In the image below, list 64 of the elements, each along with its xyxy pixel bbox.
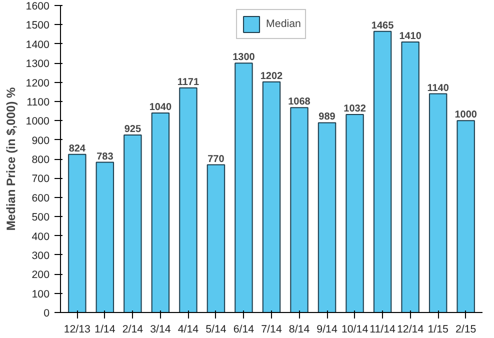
x-tick-label: 1/15 bbox=[428, 324, 449, 336]
data-label: 925 bbox=[124, 124, 142, 136]
y-tick-label: 800 bbox=[32, 154, 50, 166]
x-tick-label: 5/14 bbox=[206, 324, 226, 336]
y-tick-label: 600 bbox=[32, 192, 50, 204]
bar bbox=[401, 41, 420, 312]
y-tick-label: 500 bbox=[32, 212, 50, 224]
y-tick-label: 1100 bbox=[26, 96, 50, 108]
x-tick-label: 12/13 bbox=[64, 324, 91, 336]
x-tick-label: 2/14 bbox=[122, 324, 144, 336]
data-label: 770 bbox=[208, 154, 225, 165]
bar bbox=[179, 87, 198, 312]
bar bbox=[206, 164, 226, 312]
bar bbox=[262, 81, 281, 312]
bar bbox=[346, 114, 364, 312]
y-tick-label: 200 bbox=[32, 269, 50, 282]
data-label: 1000 bbox=[454, 110, 478, 121]
x-tick-label: 12/14 bbox=[396, 324, 424, 336]
data-label: 1465 bbox=[371, 20, 394, 32]
bar bbox=[373, 30, 392, 312]
data-label: 1040 bbox=[149, 102, 172, 113]
y-tick-label: 1500 bbox=[26, 20, 50, 32]
data-label: 1410 bbox=[399, 30, 422, 42]
bar bbox=[456, 120, 475, 312]
y-tick-label: 1400 bbox=[26, 38, 50, 51]
bar bbox=[428, 93, 448, 312]
y-tick-label: 0 bbox=[44, 308, 50, 320]
data-label: 1171 bbox=[177, 76, 200, 88]
data-label: 1202 bbox=[260, 70, 284, 82]
y-tick-label: 1000 bbox=[26, 116, 50, 128]
y-tick-label: 1600 bbox=[26, 0, 50, 12]
x-tick-label: 7/14 bbox=[261, 324, 282, 336]
data-label: 1140 bbox=[427, 82, 450, 94]
bar bbox=[151, 112, 170, 312]
y-tick-label: 1200 bbox=[26, 77, 50, 90]
y-tick-label: 1300 bbox=[26, 58, 50, 70]
legend-label: Median bbox=[266, 18, 301, 30]
y-tick-label: 100 bbox=[32, 288, 50, 300]
y-tick-label: 300 bbox=[32, 250, 50, 262]
bar bbox=[318, 122, 336, 312]
data-label: 989 bbox=[318, 112, 336, 123]
data-label: 783 bbox=[96, 151, 114, 162]
x-tick-label: 3/14 bbox=[150, 324, 171, 336]
x-tick-label: 9/14 bbox=[316, 324, 338, 336]
y-axis-title: Median Price (in $,000) % bbox=[4, 86, 18, 231]
x-tick-label: 1/14 bbox=[94, 324, 116, 336]
data-label: 1068 bbox=[288, 96, 311, 108]
y-tick-label: 400 bbox=[32, 230, 50, 243]
x-tick-label: 6/14 bbox=[233, 324, 254, 336]
y-tick-label: 700 bbox=[32, 173, 50, 186]
bar bbox=[290, 107, 308, 312]
bar bbox=[124, 134, 142, 312]
x-tick-label: 2/15 bbox=[455, 324, 476, 336]
data-label: 824 bbox=[68, 143, 86, 154]
x-tick-label: 11/14 bbox=[370, 324, 396, 336]
data-label: 1300 bbox=[232, 52, 256, 64]
x-tick-label: 10/14 bbox=[341, 324, 368, 336]
bar bbox=[234, 62, 253, 312]
x-tick-label: 4/14 bbox=[178, 324, 199, 336]
bar bbox=[68, 154, 86, 312]
bar bbox=[96, 162, 114, 312]
data-label: 1032 bbox=[344, 103, 366, 114]
x-tick-label: 8/14 bbox=[288, 324, 310, 336]
y-tick-label: 900 bbox=[32, 134, 50, 147]
